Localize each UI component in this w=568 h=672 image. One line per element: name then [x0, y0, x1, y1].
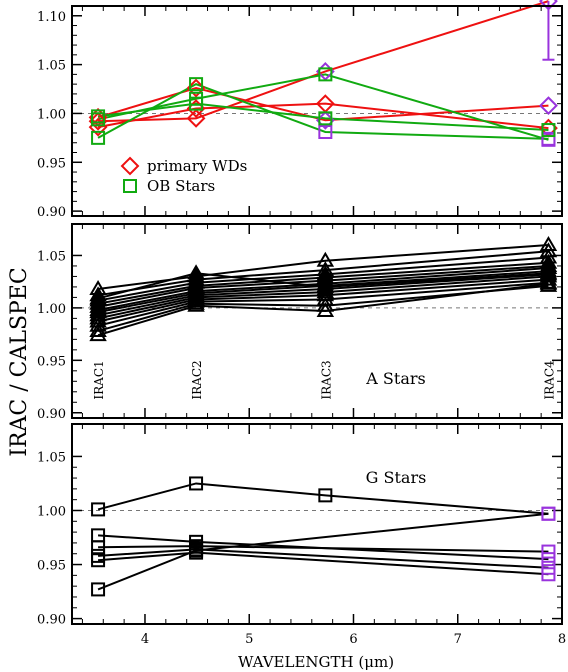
panel-annotation: G Stars	[366, 468, 427, 487]
series-line-1	[98, 0, 549, 123]
data-point-s1-2	[189, 476, 204, 491]
panel-bottom: 0.90 0.95 1.00 1.05 G Stars	[37, 423, 563, 628]
data-point-s3-3	[541, 552, 556, 567]
series-line-6	[97, 102, 549, 132]
x-axis-label: WAVELENGTH (μm)	[238, 653, 394, 671]
series-line-14	[97, 272, 549, 300]
data-point-s1-1	[91, 502, 106, 517]
y-tick-label: 0.95	[37, 156, 66, 171]
y-tick-label: 0.90	[37, 205, 66, 220]
legend-marker-1	[120, 156, 140, 176]
data-point-s6-4	[541, 123, 556, 138]
series-line-10	[97, 278, 549, 323]
series-line-3	[97, 87, 549, 122]
y-tick-label: 1.10	[37, 10, 66, 25]
series-line-11	[97, 281, 549, 327]
data-point-s5-4	[541, 132, 556, 147]
legend-marker-2	[123, 179, 137, 193]
panel-frame	[71, 223, 563, 419]
y-tick-label: 1.00	[37, 504, 66, 519]
data-point-s6-3	[318, 111, 333, 126]
y-tick-label: 1.05	[37, 59, 66, 74]
panel-frame	[71, 423, 563, 625]
data-point-s6-1	[91, 109, 106, 124]
series-line-2	[97, 102, 549, 130]
series-line-2	[97, 250, 549, 297]
y-tick-label: 1.00	[37, 107, 66, 122]
series-line-4	[97, 261, 549, 305]
data-point-s12-1	[89, 321, 107, 337]
data-point-s14-4	[539, 264, 558, 280]
series-line-7	[97, 270, 549, 314]
data-point-s11-2	[187, 292, 205, 308]
series-line-13	[97, 282, 549, 337]
data-point-s4-3	[318, 125, 333, 139]
data-point-s10-2	[187, 290, 205, 306]
x-tick-label: 4	[141, 632, 149, 647]
y-tick-label: 0.95	[37, 354, 66, 369]
band-label-irac4: IRAC4	[542, 360, 556, 400]
data-point-s3-4	[539, 96, 558, 116]
y-tick-label: 1.05	[37, 450, 66, 465]
data-point-s13-1	[89, 326, 107, 342]
series-line-3	[97, 256, 549, 302]
y-tick-label: 0.90	[37, 613, 66, 628]
data-point-s6-3	[541, 567, 556, 582]
data-point-s6-2	[189, 96, 204, 111]
data-point-s4-3	[541, 544, 556, 559]
series-line-9	[97, 275, 549, 320]
legend-label-1: primary WDs	[147, 157, 247, 175]
series-line-6	[97, 267, 549, 311]
data-point-s12-4	[539, 276, 558, 292]
data-point-s13-2	[187, 296, 205, 312]
data-point-s6-2	[189, 545, 204, 560]
x-tick-label: 6	[349, 632, 357, 647]
data-point-s14-1	[89, 289, 107, 305]
series-line-1	[97, 482, 549, 515]
y-tick-label: 1.05	[37, 249, 66, 264]
series-line-3	[97, 534, 549, 561]
data-point-s14-3	[316, 277, 335, 293]
band-label-irac3: IRAC3	[319, 360, 333, 399]
series-line-12	[97, 284, 549, 332]
data-point-s2-1	[91, 582, 106, 597]
panel-annotation: A Stars	[365, 369, 425, 388]
band-label-irac1: IRAC1	[92, 360, 106, 399]
x-tick-label: 7	[454, 632, 462, 647]
x-tick-label: 8	[558, 632, 566, 647]
y-tick-label: 0.90	[37, 407, 66, 422]
data-point-s1-2	[186, 108, 206, 128]
legend-label-2: OB Stars	[147, 177, 215, 195]
data-point-s9-4	[539, 267, 558, 283]
data-point-s2-3	[541, 506, 556, 521]
data-point-s12-2	[187, 294, 205, 310]
y-tick-label: 1.00	[37, 302, 66, 317]
series-line-5	[97, 264, 549, 308]
panel-top: 0.90 0.95 1.00 1.05 1.10 primary WDs OB Stars	[37, 0, 563, 220]
band-label-irac2: IRAC2	[190, 360, 204, 399]
series-line-1	[97, 243, 549, 291]
data-point-s13-4	[539, 274, 558, 290]
x-tick-label: 5	[245, 632, 253, 647]
series-line-2	[97, 512, 549, 591]
series-line-5	[97, 548, 549, 569]
panel-middle: 0.90 0.95 1.00 1.05 A Stars IRAC1 IRAC2 IRAC3 IR…	[37, 223, 563, 422]
data-point-s9-2	[187, 288, 205, 304]
series-line-8	[97, 273, 549, 317]
data-point-s14-2	[187, 264, 205, 280]
panel-frame	[71, 5, 563, 217]
data-point-s4-2	[189, 77, 204, 92]
data-point-s11-1	[89, 316, 107, 332]
data-point-s6-1	[91, 553, 106, 568]
y-axis-label: IRAC / CALSPEC	[7, 267, 32, 456]
data-point-s13-3	[316, 302, 335, 318]
y-tick-label: 0.95	[37, 559, 66, 574]
data-point-s12-3	[316, 296, 335, 312]
data-point-s5-3	[318, 67, 333, 82]
data-point-s4-1	[91, 130, 106, 145]
data-point-s1-3	[318, 488, 333, 503]
